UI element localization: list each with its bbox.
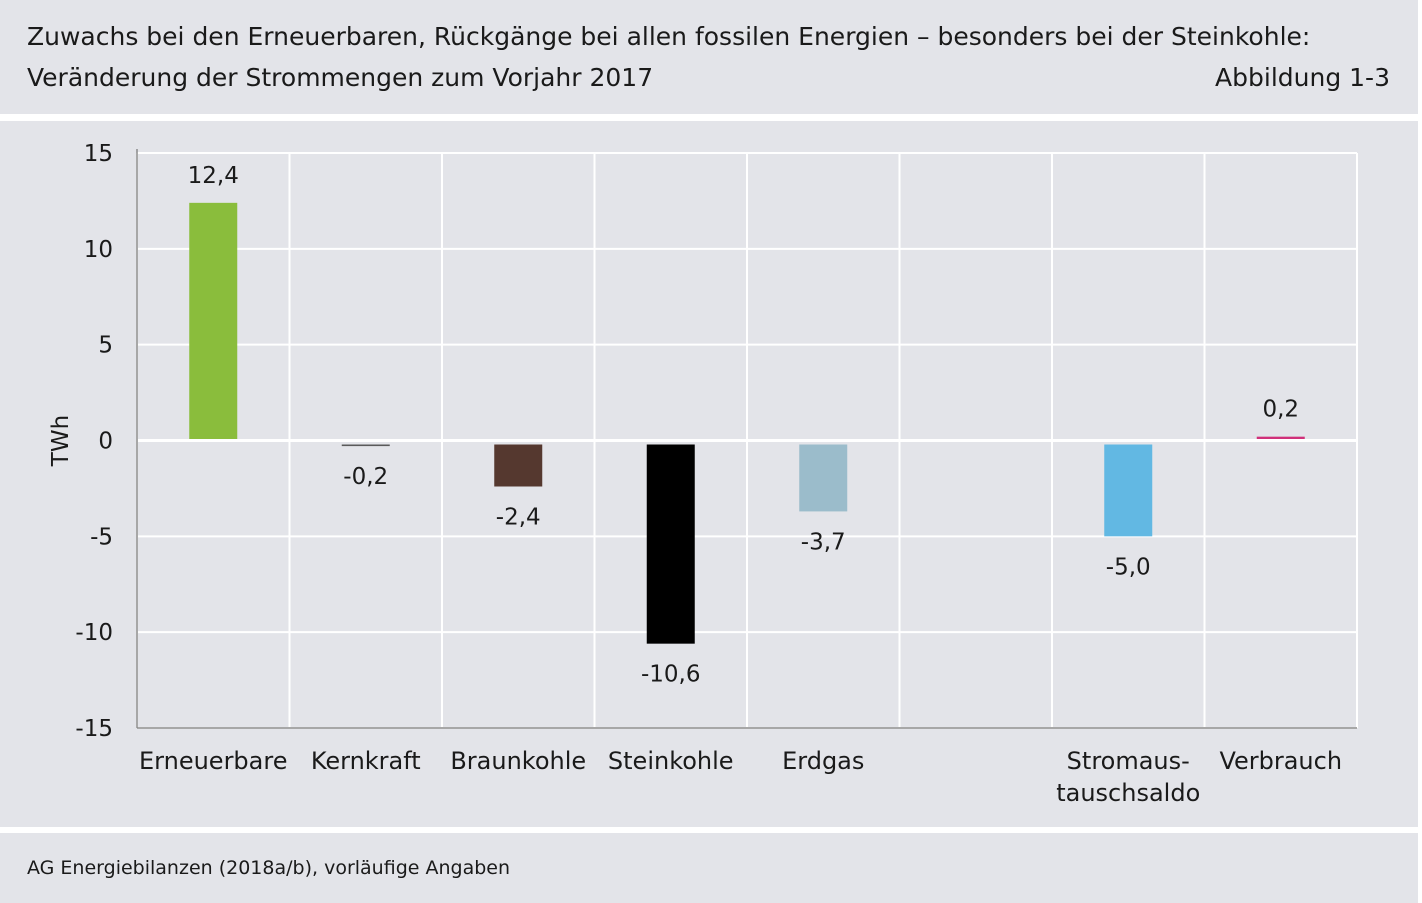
x-tick-label: Verbrauch <box>1219 747 1342 775</box>
bar <box>189 202 238 440</box>
data-label: -2,4 <box>496 505 541 531</box>
y-tick-label: -5 <box>90 524 113 550</box>
data-label: 0,2 <box>1262 397 1299 423</box>
source-note: AG Energiebilanzen (2018a/b), vorläufige… <box>27 857 511 879</box>
bar <box>1256 436 1305 440</box>
data-label: -10,6 <box>641 662 701 688</box>
bar <box>646 444 695 644</box>
bar <box>341 444 390 447</box>
data-label: -5,0 <box>1106 554 1151 580</box>
y-tick-label: -10 <box>75 620 113 646</box>
bar <box>799 444 848 512</box>
y-axis-label: TWh <box>48 415 74 467</box>
x-tick-label: Braunkohle <box>450 747 586 775</box>
figure-label: Abbildung 1-3 <box>1215 63 1390 92</box>
y-tick-label: 5 <box>98 333 113 359</box>
plot-panel: 12,4 -0,2 -2,4 -10,6 -3,7 -5,0 0,2 15 10 5 0 -5 -10 -… <box>0 121 1418 827</box>
x-tick-label: Erdgas <box>782 747 864 775</box>
x-tick-label: Erneuerbare <box>139 747 287 775</box>
chart-subtitle: Veränderung der Strommengen zum Vorjahr … <box>27 63 654 92</box>
data-label: -3,7 <box>801 529 846 555</box>
y-tick-label: -15 <box>75 716 113 742</box>
y-tick-label: 15 <box>84 141 113 167</box>
bar <box>1104 444 1153 537</box>
bar <box>494 444 543 487</box>
bar-chart: 12,4 -0,2 -2,4 -10,6 -3,7 -5,0 0,2 15 10 5 0 -5 -10 -… <box>48 141 1358 807</box>
x-tick-label: Kernkraft <box>311 747 421 775</box>
y-tick-label: 0 <box>98 429 113 455</box>
y-tick-label: 10 <box>84 237 113 263</box>
data-label: -0,2 <box>343 464 388 490</box>
x-tick-label: tauschsaldo <box>1056 779 1200 807</box>
chart-header: Zuwachs bei den Erneuerbaren, Rückgänge … <box>0 0 1418 114</box>
x-tick-label: Steinkohle <box>608 747 734 775</box>
chart-footer: AG Energiebilanzen (2018a/b), vorläufige… <box>0 833 1418 903</box>
x-tick-label: Stromaus- <box>1067 747 1190 775</box>
data-label: 12,4 <box>188 163 239 189</box>
chart-title: Zuwachs bei den Erneuerbaren, Rückgänge … <box>27 22 1311 51</box>
